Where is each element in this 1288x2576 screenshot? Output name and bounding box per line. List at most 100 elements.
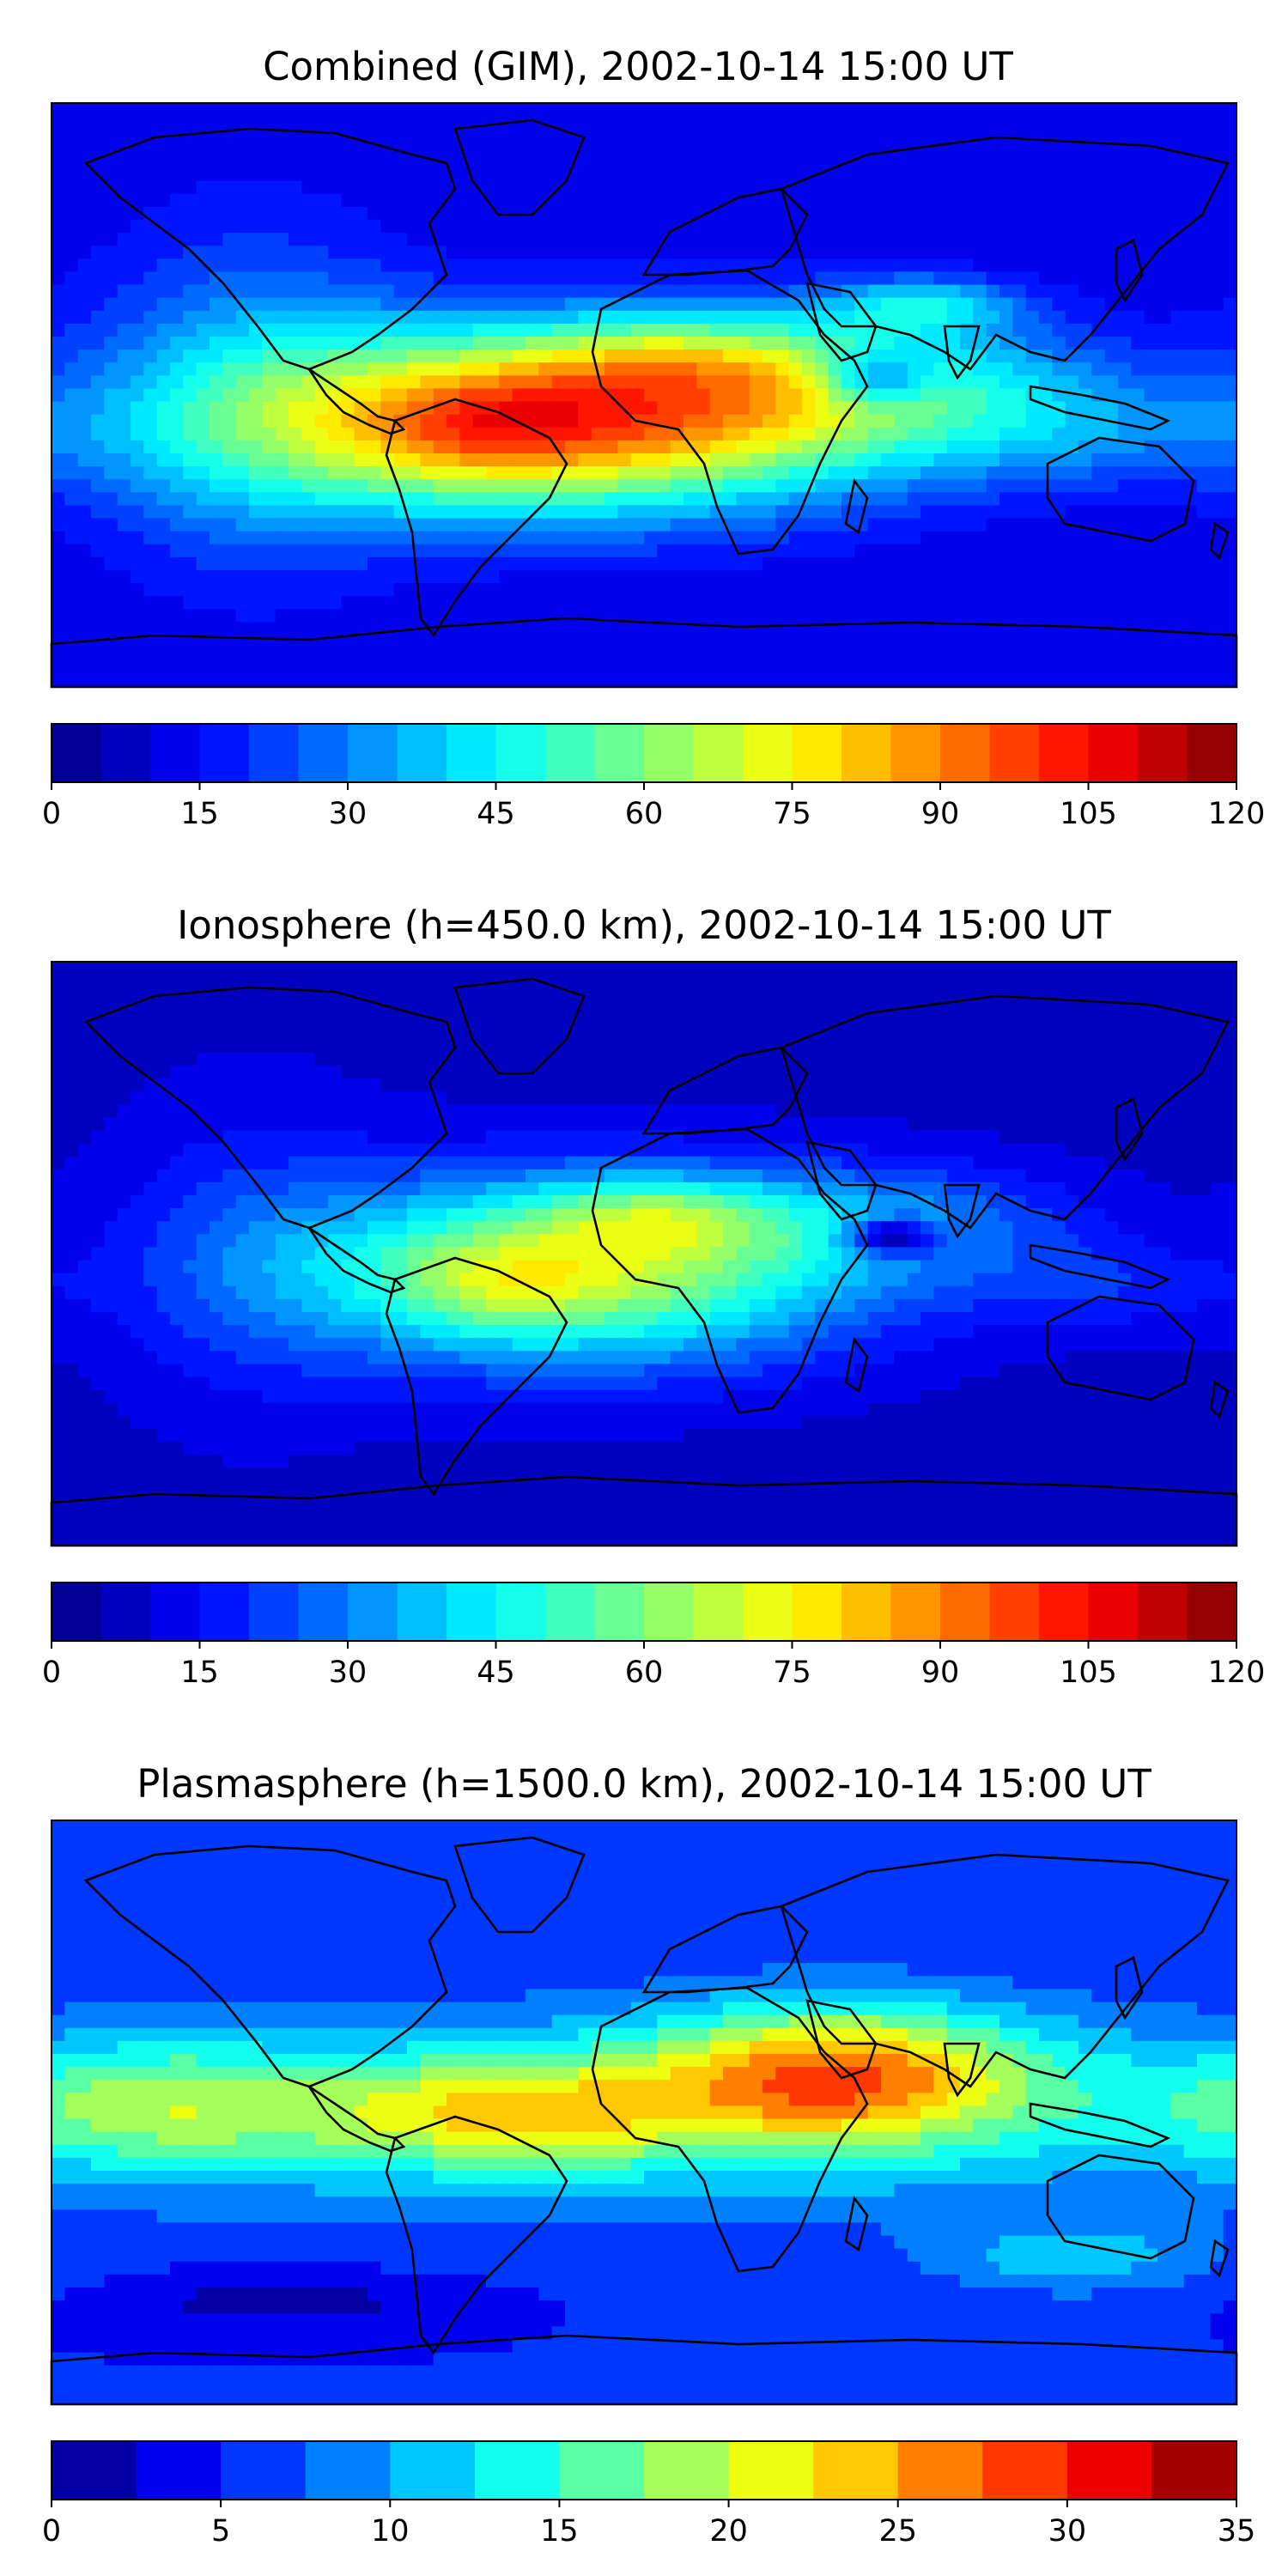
heat-cell — [775, 246, 790, 259]
heat-cell — [920, 1065, 934, 1079]
heat-cell — [802, 323, 816, 337]
heat-cell — [183, 246, 197, 259]
heat-cell — [1025, 116, 1040, 130]
heat-cell — [262, 103, 276, 117]
heat-cell — [499, 375, 513, 390]
heat-cell — [946, 167, 961, 182]
heat-cell — [420, 987, 434, 1001]
heat-cell — [1144, 479, 1158, 493]
heat-cell — [630, 427, 645, 441]
heat-cell — [393, 544, 408, 558]
heat-cell — [131, 962, 144, 975]
heat-cell — [262, 388, 276, 403]
heat-cell — [644, 220, 658, 234]
heat-cell — [605, 544, 618, 558]
heat-cell — [447, 375, 460, 390]
heat-cell — [973, 258, 987, 273]
heat-cell — [526, 246, 539, 259]
heat-cell — [235, 220, 250, 234]
heat-cell — [210, 167, 223, 182]
heat-cell — [881, 414, 895, 428]
heat-cell — [683, 673, 697, 687]
heat-cell — [183, 116, 197, 130]
heat-cell — [933, 193, 948, 208]
heat-cell — [591, 975, 605, 988]
heat-cell — [512, 505, 526, 519]
heat-cell — [52, 962, 65, 975]
heat-cell — [815, 310, 829, 325]
heat-cell — [499, 233, 513, 246]
heat-cell — [1131, 323, 1145, 337]
heat-cell — [222, 622, 237, 636]
heat-cell — [670, 479, 684, 493]
heat-cell — [526, 492, 539, 507]
heat-cell — [420, 362, 434, 376]
heat-cell — [920, 556, 934, 571]
colorbar-level — [792, 724, 842, 782]
heat-cell — [170, 388, 184, 403]
heat-cell — [459, 388, 474, 403]
heat-cell — [459, 440, 474, 454]
heat-cell — [591, 1065, 605, 1079]
heat-cell — [736, 284, 750, 299]
heat-cell — [617, 206, 632, 221]
heat-cell — [920, 635, 934, 649]
heat-cell — [1197, 297, 1211, 312]
heat-cell — [762, 556, 776, 571]
heat-cell — [1091, 220, 1106, 234]
heat-cell — [301, 544, 316, 558]
heat-cell — [196, 453, 210, 467]
heat-cell — [960, 297, 974, 312]
heat-cell — [1091, 440, 1106, 454]
heat-cell — [499, 660, 513, 675]
heat-cell — [894, 440, 908, 454]
heat-cell — [1025, 271, 1040, 286]
heat-cell — [894, 233, 908, 246]
heat-cell — [156, 323, 171, 337]
heat-cell — [960, 220, 974, 234]
heat-cell — [499, 103, 513, 117]
heat-cell — [314, 233, 329, 246]
heat-cell — [1091, 570, 1106, 584]
heat-cell — [341, 609, 355, 623]
heat-cell — [407, 116, 421, 130]
heat-cell — [1223, 180, 1236, 195]
heat-cell — [907, 556, 921, 571]
heat-cell — [472, 635, 487, 649]
heat-cell — [472, 167, 487, 182]
heat-cell — [644, 466, 658, 480]
heat-cell — [301, 297, 316, 312]
heat-cell — [578, 583, 592, 597]
heat-cell — [131, 1026, 144, 1041]
heat-cell — [1091, 414, 1106, 428]
heat-cell — [262, 1065, 276, 1079]
heat-cell — [472, 323, 487, 337]
heat-cell — [630, 362, 645, 376]
heat-cell — [762, 142, 776, 156]
heat-cell — [368, 962, 381, 975]
heat-cell — [1052, 673, 1066, 687]
heat-cell — [314, 660, 329, 675]
heat-cell — [749, 453, 763, 467]
heat-cell — [709, 233, 724, 246]
heat-cell — [156, 362, 171, 376]
heat-cell — [341, 1000, 355, 1015]
heat-cell — [788, 962, 803, 975]
heat-cell — [1025, 220, 1040, 234]
heat-cell — [170, 349, 184, 363]
heat-cell — [973, 1026, 987, 1041]
heat-cell — [420, 180, 434, 195]
heat-cell — [354, 1013, 368, 1028]
heat-cell — [617, 987, 632, 1001]
heat-cell — [920, 142, 934, 156]
heat-cell — [644, 596, 658, 610]
heat-cell — [433, 1065, 447, 1079]
heat-cell — [683, 246, 697, 259]
heat-cell — [933, 962, 948, 975]
heat-cell — [301, 1000, 316, 1015]
heat-cell — [986, 1013, 1000, 1028]
heat-cell — [1183, 220, 1198, 234]
heat-cell — [328, 246, 342, 259]
heat-cell — [289, 492, 302, 507]
heat-cell — [64, 544, 79, 558]
